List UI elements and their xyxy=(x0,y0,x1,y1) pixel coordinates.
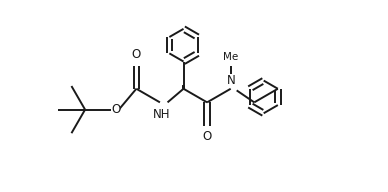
Text: Me: Me xyxy=(223,52,238,62)
Text: NH: NH xyxy=(152,108,170,121)
Text: O: O xyxy=(111,103,120,116)
Text: O: O xyxy=(203,130,212,143)
Text: N: N xyxy=(227,74,236,87)
Text: O: O xyxy=(132,48,141,61)
